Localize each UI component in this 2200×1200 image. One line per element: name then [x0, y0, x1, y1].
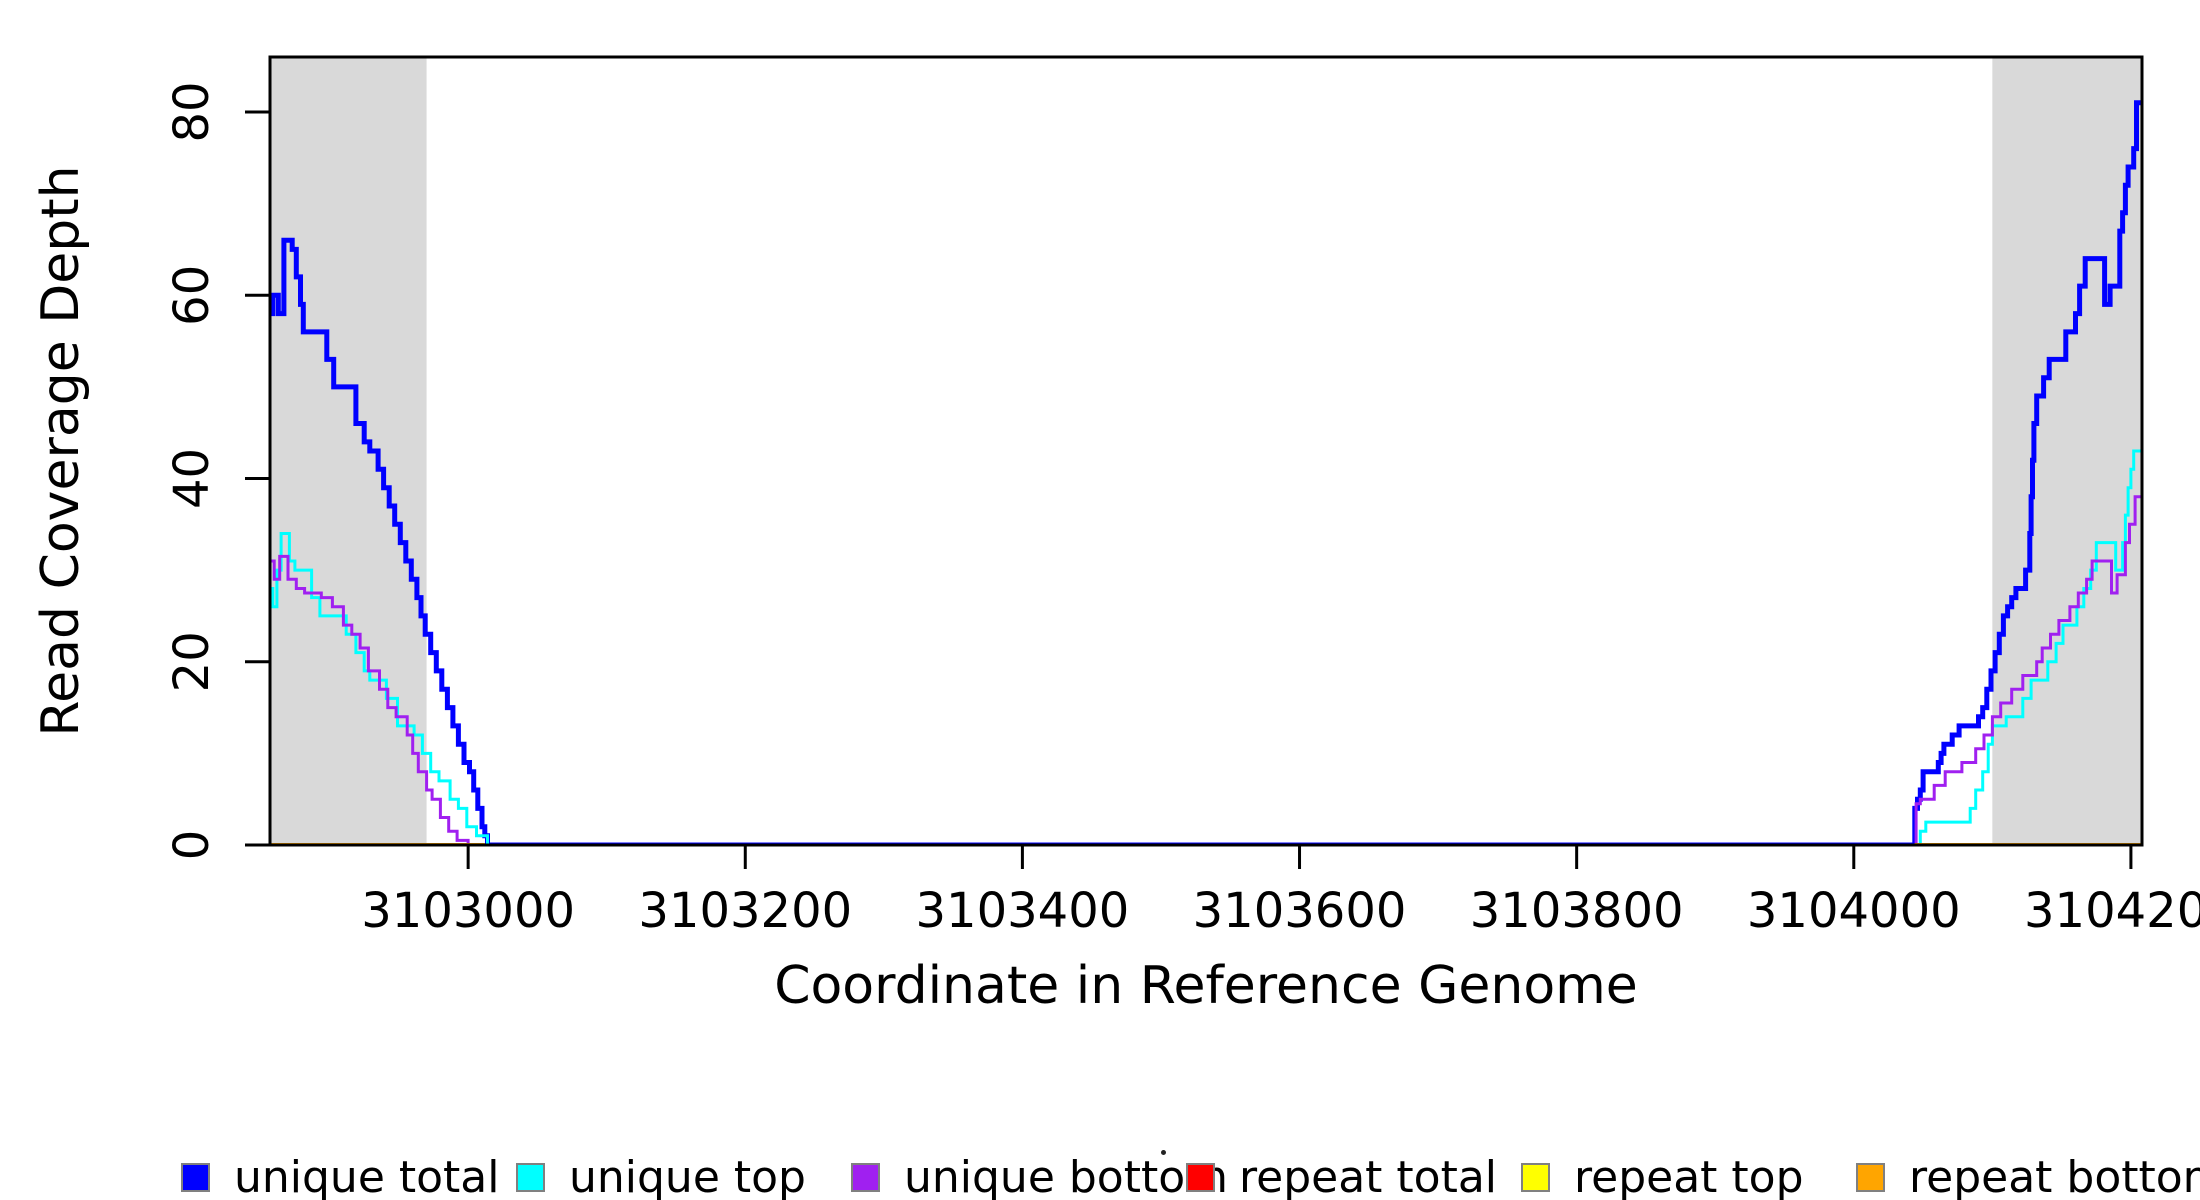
x-axis-title: Coordinate in Reference Genome — [774, 956, 1638, 1016]
x-tick-label: 3103600 — [1193, 883, 1407, 939]
y-tick-label: 0 — [164, 830, 220, 861]
y-tick-label: 20 — [164, 631, 220, 692]
x-tick-label: 3103000 — [361, 883, 575, 939]
shaded-bands — [270, 58, 2142, 844]
plot-border-box — [268, 55, 2144, 847]
series-unique-total — [270, 100, 2142, 846]
x-tick-label: 3103800 — [1470, 883, 1684, 939]
y-axis: 0 20 40 60 80 — [164, 81, 270, 860]
series-unique-bottom — [270, 492, 2142, 846]
x-tick-label: 3103400 — [916, 883, 1130, 939]
x-axis: 3103000 3103200 3103400 3103600 3103800 31040… — [361, 845, 2200, 939]
stray-mark — [1161, 1150, 1166, 1155]
shaded-band — [270, 58, 427, 844]
y-tick-label: 80 — [164, 81, 220, 142]
y-tick-label: 40 — [164, 448, 220, 509]
y-axis-title: Read Coverage Depth — [31, 165, 91, 736]
series-lines — [270, 100, 2142, 846]
y-tick-label: 60 — [164, 265, 220, 326]
x-tick-label: 3104000 — [1747, 883, 1961, 939]
shaded-band — [1992, 58, 2142, 844]
series-unique-top — [270, 449, 2142, 846]
x-tick-label: 3103200 — [638, 883, 852, 939]
